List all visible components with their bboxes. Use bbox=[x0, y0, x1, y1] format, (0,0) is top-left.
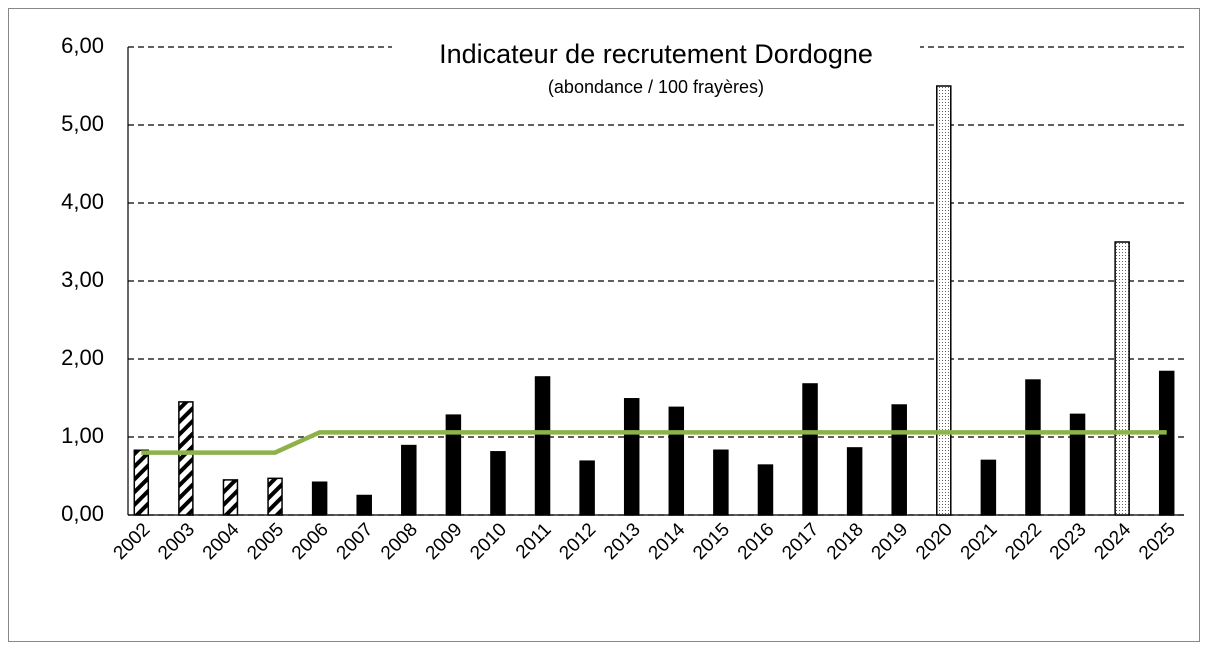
chart-title: Indicateur de recrutement Dordogne bbox=[439, 39, 873, 69]
bar bbox=[445, 414, 462, 516]
y-tick-label: 4,00 bbox=[61, 189, 104, 214]
bar bbox=[980, 459, 997, 516]
bar bbox=[757, 464, 774, 516]
bar bbox=[1069, 413, 1086, 516]
bar bbox=[1158, 370, 1175, 516]
bar bbox=[534, 376, 551, 516]
frame bbox=[8, 8, 1200, 642]
chart-subtitle: (abondance / 100 frayères) bbox=[548, 77, 764, 97]
bar bbox=[401, 444, 417, 516]
y-tick-label: 6,00 bbox=[61, 33, 104, 58]
y-tick-label: 3,00 bbox=[61, 267, 104, 292]
bar bbox=[713, 449, 729, 516]
bar bbox=[623, 398, 640, 516]
bar bbox=[490, 451, 506, 516]
y-tick-label: 1,00 bbox=[61, 423, 104, 448]
bar bbox=[668, 406, 685, 516]
bar bbox=[133, 449, 150, 516]
line bbox=[141, 430, 1167, 455]
bar bbox=[356, 494, 372, 516]
bar bbox=[222, 479, 239, 516]
bar bbox=[846, 447, 863, 516]
bar bbox=[267, 477, 283, 516]
y-tick-label: 0,00 bbox=[61, 501, 104, 526]
title-backdrop bbox=[392, 38, 920, 102]
bar bbox=[579, 460, 595, 516]
bar bbox=[936, 85, 952, 516]
bar bbox=[311, 481, 328, 516]
y-tick-label: 2,00 bbox=[61, 345, 104, 370]
bar bbox=[802, 383, 818, 516]
y-tick-label: 5,00 bbox=[61, 111, 104, 136]
bar bbox=[891, 404, 907, 516]
bar bbox=[1114, 241, 1130, 516]
bar bbox=[178, 401, 194, 516]
bar bbox=[1025, 379, 1041, 516]
